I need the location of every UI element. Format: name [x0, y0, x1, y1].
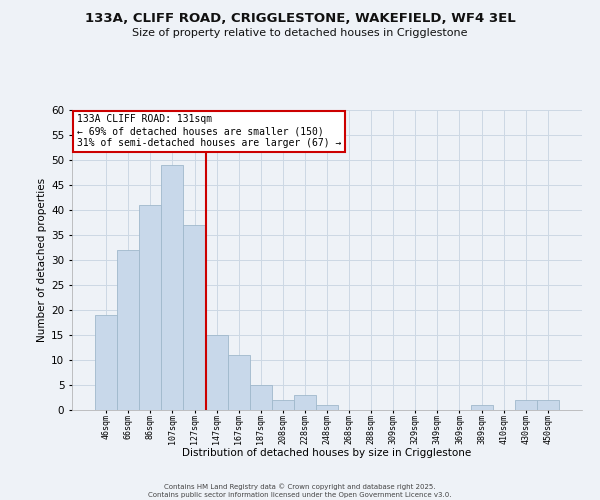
Bar — [250, 385, 272, 410]
Bar — [139, 205, 161, 410]
Bar — [206, 335, 227, 410]
Bar — [470, 405, 493, 410]
Bar — [537, 400, 559, 410]
Text: Size of property relative to detached houses in Crigglestone: Size of property relative to detached ho… — [132, 28, 468, 38]
X-axis label: Distribution of detached houses by size in Crigglestone: Distribution of detached houses by size … — [182, 448, 472, 458]
Bar — [272, 400, 294, 410]
Text: Contains HM Land Registry data © Crown copyright and database right 2025.
Contai: Contains HM Land Registry data © Crown c… — [148, 483, 452, 498]
Text: 133A CLIFF ROAD: 131sqm
← 69% of detached houses are smaller (150)
31% of semi-d: 133A CLIFF ROAD: 131sqm ← 69% of detache… — [77, 114, 341, 148]
Bar — [294, 395, 316, 410]
Y-axis label: Number of detached properties: Number of detached properties — [37, 178, 47, 342]
Bar — [515, 400, 537, 410]
Bar — [95, 315, 117, 410]
Text: 133A, CLIFF ROAD, CRIGGLESTONE, WAKEFIELD, WF4 3EL: 133A, CLIFF ROAD, CRIGGLESTONE, WAKEFIEL… — [85, 12, 515, 26]
Bar — [161, 165, 184, 410]
Bar — [316, 405, 338, 410]
Bar — [184, 225, 206, 410]
Bar — [117, 250, 139, 410]
Bar — [227, 355, 250, 410]
